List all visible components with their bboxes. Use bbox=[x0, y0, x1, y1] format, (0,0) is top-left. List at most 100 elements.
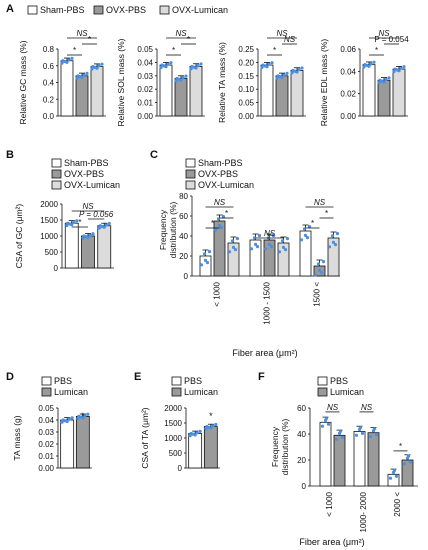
data-point bbox=[408, 460, 413, 464]
data-point bbox=[319, 271, 324, 275]
bar-Sham-PBS bbox=[362, 64, 376, 117]
y-tick-label: 0.8 bbox=[43, 45, 55, 54]
data-point bbox=[263, 247, 268, 251]
x-tick-label: 1500 < bbox=[313, 282, 322, 307]
y-axis-label: Frequency bbox=[158, 209, 168, 250]
data-point bbox=[354, 433, 359, 437]
data-point bbox=[302, 227, 307, 231]
legend-C-label: OVX-Lumican bbox=[198, 180, 254, 190]
data-point bbox=[360, 431, 365, 435]
data-point bbox=[61, 418, 65, 422]
data-point bbox=[406, 454, 411, 458]
y-tick-label: 0.02 bbox=[38, 440, 54, 449]
sig-A1-12-label: * bbox=[73, 46, 76, 55]
data-point bbox=[166, 62, 170, 66]
legend-B-swatch bbox=[51, 169, 62, 179]
data-point bbox=[97, 64, 101, 68]
sig-A2-23-label: * bbox=[187, 35, 190, 44]
y-tick-label: 0.03 bbox=[137, 72, 153, 81]
data-point bbox=[199, 263, 204, 267]
data-point bbox=[205, 425, 209, 429]
data-point bbox=[175, 76, 179, 81]
data-point bbox=[285, 71, 289, 75]
bar-OVX-PBS bbox=[275, 75, 289, 117]
data-point bbox=[275, 76, 279, 80]
data-point bbox=[174, 79, 178, 83]
y-tick-label: 0.04 bbox=[38, 416, 54, 425]
legend-A-swatch bbox=[27, 5, 38, 15]
panel-label-E: E bbox=[134, 371, 141, 383]
bar-Sham-PBS bbox=[260, 64, 274, 117]
data-point bbox=[313, 273, 318, 277]
legend-D-label: Lumican bbox=[54, 387, 88, 397]
data-point bbox=[196, 64, 200, 68]
y-tick-label: 0.10 bbox=[238, 85, 254, 94]
data-point bbox=[374, 433, 379, 437]
y-axis-label: Frequency bbox=[270, 426, 280, 467]
legend-E-label: PBS bbox=[184, 376, 202, 386]
data-point bbox=[270, 61, 274, 65]
legend-E-label: Lumican bbox=[184, 387, 218, 397]
sig-A1-top-label: NS bbox=[76, 29, 88, 38]
y-tick-label: 0 bbox=[184, 272, 189, 281]
data-point bbox=[179, 78, 183, 82]
y-tick-label: 0.00 bbox=[238, 112, 254, 121]
y-tick-label: 0 bbox=[302, 482, 307, 491]
data-point bbox=[90, 67, 94, 71]
data-point bbox=[340, 435, 345, 439]
sig-F-2-label: * bbox=[399, 442, 402, 451]
data-point bbox=[75, 76, 79, 80]
data-point bbox=[285, 237, 290, 241]
y-tick-label: 0.00 bbox=[137, 112, 153, 121]
panel-label-F: F bbox=[258, 371, 265, 383]
y-axis-label: CSA of GC (μm²) bbox=[14, 204, 24, 269]
bar-Sham-PBS bbox=[299, 230, 312, 277]
data-point bbox=[70, 223, 74, 227]
data-point bbox=[320, 424, 325, 428]
legend-C-label: Sham-PBS bbox=[198, 158, 243, 168]
y-tick-label: 0.0 bbox=[43, 112, 55, 121]
data-point bbox=[281, 245, 286, 249]
data-point bbox=[399, 66, 403, 70]
legend-F-swatch bbox=[317, 376, 328, 386]
data-point bbox=[377, 81, 381, 85]
data-point bbox=[67, 58, 71, 62]
y-tick-label: 1000 bbox=[40, 232, 58, 241]
data-point bbox=[280, 75, 284, 80]
y-tick-label: 80 bbox=[179, 192, 188, 201]
panel-label-A: A bbox=[6, 3, 14, 15]
data-point bbox=[77, 414, 81, 418]
sig-C-3-12-label: * bbox=[311, 219, 314, 228]
data-point bbox=[295, 70, 299, 74]
bar-OVX-Lumican bbox=[97, 225, 112, 269]
sig-A4-top-label: NS bbox=[378, 29, 390, 38]
legend-F-label: Lumican bbox=[330, 387, 364, 397]
data-point bbox=[88, 233, 92, 237]
data-point bbox=[316, 262, 321, 266]
legend-A-swatch bbox=[93, 5, 104, 15]
panel-label-D: D bbox=[6, 371, 14, 383]
y-tick-label: 40 bbox=[297, 430, 306, 439]
y-tick-label: 0.06 bbox=[340, 45, 356, 54]
x-axis-label: Fiber area (μm²) bbox=[232, 348, 297, 358]
data-point bbox=[277, 250, 282, 254]
y-axis-label: distribution (%) bbox=[168, 201, 178, 258]
data-point bbox=[231, 245, 236, 249]
legend-A-label: OVX-Lumican bbox=[172, 5, 228, 15]
y-axis-label: Relative SOL mass (%) bbox=[116, 38, 126, 126]
y-tick-label: 0.20 bbox=[238, 58, 254, 67]
data-point bbox=[305, 236, 310, 240]
sig-E-label: * bbox=[209, 411, 213, 421]
bar-PBS bbox=[353, 430, 366, 487]
sig-C-3-23-label: * bbox=[325, 209, 328, 218]
x-tick-label: 1000 - 1500 bbox=[263, 281, 272, 324]
data-point bbox=[290, 71, 294, 75]
data-point bbox=[213, 228, 218, 232]
data-point bbox=[81, 416, 85, 420]
data-point bbox=[335, 232, 340, 236]
data-point bbox=[195, 431, 199, 435]
data-point bbox=[83, 414, 87, 418]
y-tick-label: 0.05 bbox=[38, 404, 54, 413]
y-tick-label: 0.6 bbox=[43, 62, 55, 71]
bar-PBS bbox=[188, 433, 203, 469]
